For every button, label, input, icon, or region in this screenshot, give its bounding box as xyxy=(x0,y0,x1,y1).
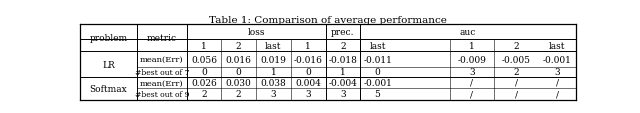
Text: 3: 3 xyxy=(271,90,276,99)
Text: 3: 3 xyxy=(305,90,311,99)
Text: 2: 2 xyxy=(236,90,241,99)
Text: 0: 0 xyxy=(305,68,311,77)
Text: /: / xyxy=(515,78,518,87)
Text: -0.009: -0.009 xyxy=(458,55,486,64)
Text: 0.016: 0.016 xyxy=(226,55,252,64)
Text: 3: 3 xyxy=(469,68,475,77)
Text: last: last xyxy=(369,41,386,50)
Text: 5: 5 xyxy=(374,90,381,99)
Text: 1: 1 xyxy=(340,68,346,77)
Text: 1: 1 xyxy=(469,41,475,50)
Text: 1: 1 xyxy=(305,41,311,50)
Text: 0.030: 0.030 xyxy=(226,78,252,87)
Text: /: / xyxy=(470,90,474,99)
Text: last: last xyxy=(549,41,566,50)
Text: metric: metric xyxy=(147,34,177,43)
Text: -0.018: -0.018 xyxy=(328,55,357,64)
Text: #best out of 7: #best out of 7 xyxy=(134,68,189,76)
Text: -0.011: -0.011 xyxy=(363,55,392,64)
Text: -0.004: -0.004 xyxy=(328,78,357,87)
Text: #best out of 9: #best out of 9 xyxy=(134,90,189,98)
Text: -0.016: -0.016 xyxy=(294,55,323,64)
Text: loss: loss xyxy=(247,28,265,37)
Text: LR: LR xyxy=(102,60,115,69)
Text: 1: 1 xyxy=(271,68,276,77)
Text: prec.: prec. xyxy=(331,28,355,37)
Text: /: / xyxy=(515,90,518,99)
Text: 1: 1 xyxy=(201,41,207,50)
Text: 2: 2 xyxy=(236,41,241,50)
Text: /: / xyxy=(556,78,559,87)
Text: 2: 2 xyxy=(514,68,519,77)
Text: 0.019: 0.019 xyxy=(260,55,286,64)
Text: /: / xyxy=(556,90,559,99)
Text: 3: 3 xyxy=(340,90,346,99)
Text: 0.004: 0.004 xyxy=(295,78,321,87)
Text: 2: 2 xyxy=(201,90,207,99)
Text: 2: 2 xyxy=(514,41,519,50)
Text: -0.001: -0.001 xyxy=(363,78,392,87)
Text: 2: 2 xyxy=(340,41,346,50)
Text: -0.005: -0.005 xyxy=(502,55,531,64)
Text: Table 1: Comparison of average performance: Table 1: Comparison of average performan… xyxy=(209,16,447,25)
Text: 0: 0 xyxy=(375,68,380,77)
Text: -0.001: -0.001 xyxy=(543,55,572,64)
Text: 0.038: 0.038 xyxy=(260,78,286,87)
Text: problem: problem xyxy=(90,34,127,43)
Text: 3: 3 xyxy=(555,68,560,77)
Text: mean(Err): mean(Err) xyxy=(140,56,184,64)
Text: 0.026: 0.026 xyxy=(191,78,217,87)
Text: mean(Err): mean(Err) xyxy=(140,79,184,87)
Text: auc: auc xyxy=(460,28,476,37)
Text: Softmax: Softmax xyxy=(90,84,127,93)
Text: 0: 0 xyxy=(236,68,241,77)
Text: /: / xyxy=(470,78,474,87)
Text: last: last xyxy=(265,41,282,50)
Text: 0.056: 0.056 xyxy=(191,55,217,64)
Text: 0: 0 xyxy=(201,68,207,77)
